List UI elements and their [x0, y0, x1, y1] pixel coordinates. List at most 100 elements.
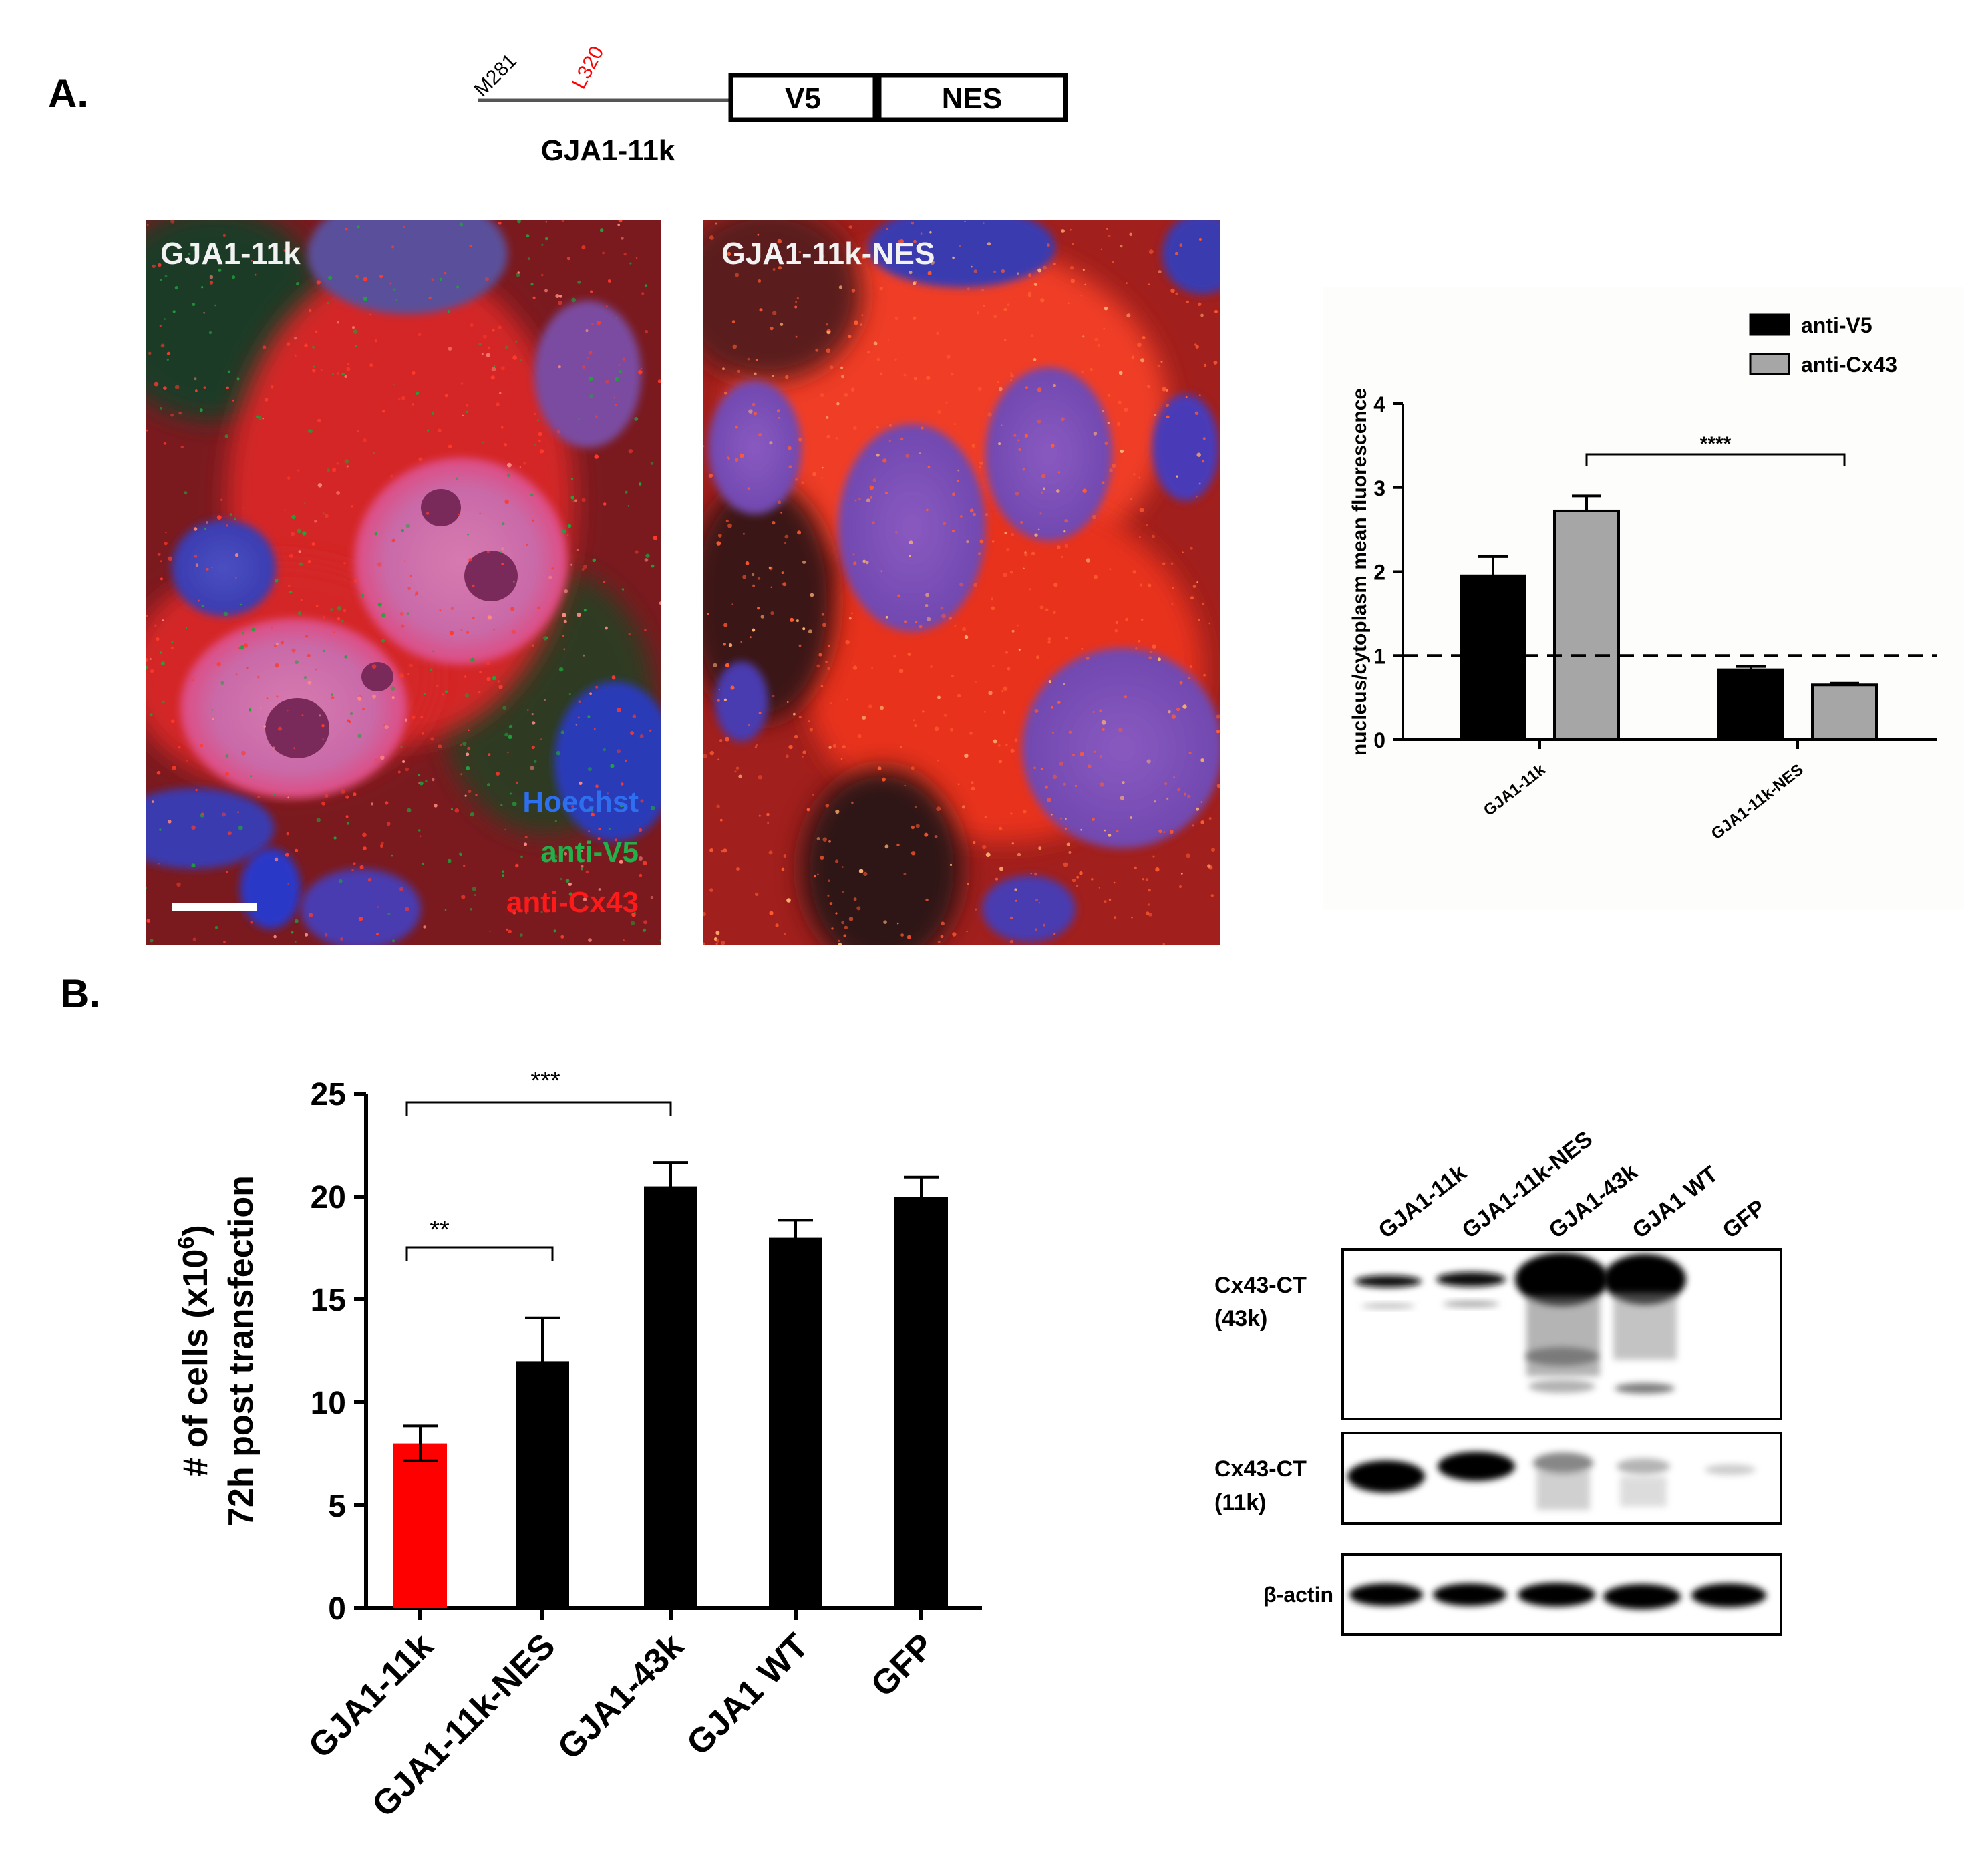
speckle	[983, 222, 985, 224]
speckle	[574, 499, 578, 502]
speckle	[415, 391, 420, 396]
speckle	[1024, 434, 1029, 438]
nucleus	[1152, 394, 1219, 501]
speckle	[1010, 916, 1013, 920]
speckle	[171, 641, 174, 644]
speckle	[581, 567, 585, 571]
speckle	[195, 563, 199, 567]
speckle	[226, 386, 229, 389]
speckle	[758, 432, 762, 437]
nucleolus	[464, 551, 518, 601]
blot-lane-label: GFP	[1718, 1195, 1770, 1243]
speckle	[371, 802, 374, 806]
speckle	[558, 295, 562, 298]
speckle	[530, 493, 534, 497]
speckle	[284, 509, 286, 511]
speckle	[622, 357, 625, 361]
speckle	[630, 731, 635, 735]
speckle	[724, 391, 727, 395]
speckle	[357, 696, 362, 701]
speckle	[240, 603, 242, 606]
speckle	[719, 818, 723, 822]
speckle	[634, 417, 639, 421]
speckle	[401, 396, 405, 400]
speckle	[358, 916, 363, 921]
speckle	[615, 317, 617, 319]
speckle	[1130, 816, 1133, 819]
speckle	[1053, 582, 1058, 587]
speckle	[1138, 640, 1141, 643]
speckle	[591, 323, 594, 326]
speckle	[786, 898, 791, 903]
speckle	[1060, 817, 1062, 820]
speckle	[307, 680, 312, 685]
speckle	[160, 343, 165, 348]
speckle	[913, 316, 917, 320]
speckle	[739, 453, 744, 458]
speckle	[846, 698, 849, 701]
speckle	[558, 365, 561, 369]
speckle	[1003, 686, 1008, 691]
speckle	[541, 243, 544, 246]
speckle	[265, 398, 269, 402]
speckle	[156, 637, 160, 641]
speckle	[272, 746, 275, 750]
speckle	[1036, 655, 1040, 659]
speckle	[512, 801, 517, 806]
speckle	[170, 220, 175, 224]
speckle	[191, 825, 196, 830]
speckle	[363, 846, 367, 850]
speckle	[930, 665, 933, 668]
chart1-background	[1323, 287, 1964, 909]
speckle	[399, 887, 404, 891]
speckle	[432, 412, 435, 415]
speckle	[444, 909, 447, 911]
blot-bands-beta-actin	[1349, 1583, 1766, 1609]
speckle	[322, 512, 325, 515]
speckle	[315, 668, 317, 671]
speckle	[929, 271, 932, 274]
speckle	[1014, 888, 1017, 891]
speckle	[203, 386, 206, 389]
chart2-y-tick-label: 25	[311, 1077, 346, 1112]
speckle	[454, 808, 460, 813]
speckle	[940, 606, 944, 610]
speckle	[629, 849, 632, 852]
speckle	[1108, 234, 1111, 238]
speckle	[256, 415, 259, 418]
speckle	[1064, 827, 1067, 830]
speckle	[1004, 532, 1007, 535]
speckle	[386, 822, 391, 826]
speckle	[946, 354, 951, 359]
speckle	[897, 594, 900, 597]
speckle	[991, 540, 995, 543]
speckle	[810, 593, 814, 597]
speckle	[1092, 818, 1095, 821]
speckle	[911, 766, 915, 770]
speckle	[1125, 617, 1129, 621]
speckle	[644, 284, 648, 287]
speckle	[840, 758, 843, 760]
speckle	[250, 775, 253, 778]
speckle	[1013, 434, 1017, 437]
speckle	[1014, 738, 1018, 742]
speckle	[580, 850, 583, 852]
speckle	[802, 560, 806, 564]
speckle	[1183, 792, 1186, 796]
speckle	[822, 623, 826, 627]
speckle	[1108, 394, 1111, 397]
nucleus	[715, 661, 768, 742]
speckle	[195, 389, 198, 392]
speckle	[982, 844, 987, 850]
speckle	[913, 377, 917, 381]
chart2-y-tick-label: 0	[328, 1591, 346, 1627]
speckle	[752, 584, 756, 587]
speckle	[723, 623, 728, 627]
speckle	[588, 830, 590, 832]
speckle	[1072, 243, 1074, 245]
speckle	[246, 667, 249, 669]
speckle	[363, 296, 368, 301]
speckle	[788, 465, 792, 469]
speckle	[185, 627, 188, 629]
speckle	[258, 416, 262, 420]
